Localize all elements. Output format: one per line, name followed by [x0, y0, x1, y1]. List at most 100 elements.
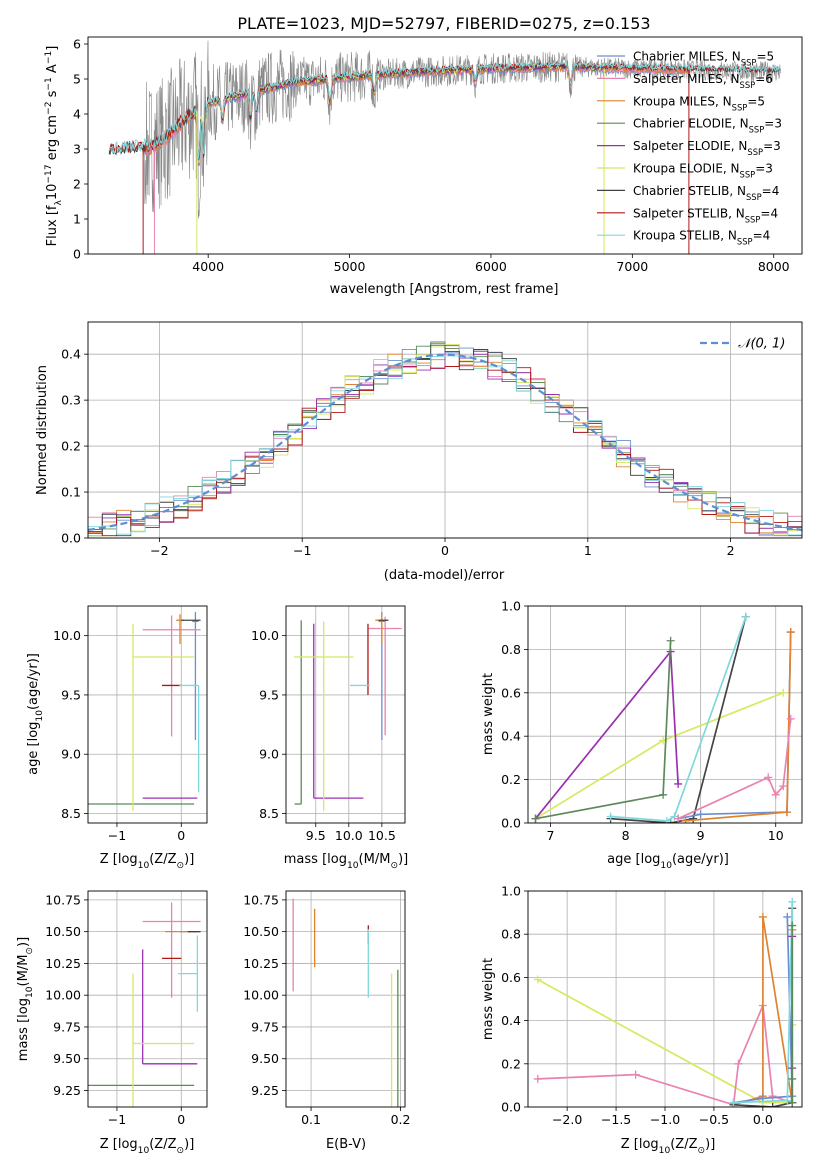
model-spectrum-kroupa_stelib	[108, 60, 781, 160]
weight-marker-salpeter_miles	[734, 1059, 743, 1068]
weight-line-chabrier_elodie	[535, 640, 672, 820]
y-tick-label: 2	[73, 177, 81, 192]
y-axis-label: mass weight	[481, 673, 496, 755]
y-tick-label: 1.0	[501, 599, 521, 614]
x-axis-label: E(B-V)	[326, 1137, 366, 1152]
x-tick-label: 10.5	[368, 828, 396, 843]
x-tick-label: 1	[584, 543, 592, 558]
y-tick-label: 10.0	[53, 628, 81, 643]
y-tick-label: 10.25	[243, 956, 279, 971]
weight-marker-salpeter_miles	[533, 1074, 542, 1083]
axes-frame	[87, 321, 803, 539]
x-axis-label: (data-model)/error	[384, 568, 505, 583]
plot-area-mass_vs_ebv	[292, 898, 399, 1107]
y-axis-label: Normed distribution	[35, 365, 50, 495]
weight-marker-chabrier_elodie	[788, 921, 797, 930]
weight-marker-kroupa_stelib	[741, 612, 750, 621]
y-tick-label: 0.4	[501, 1013, 521, 1028]
legend-label: Chabrier MILES, NSSP=5	[633, 50, 774, 68]
x-tick-label: 7000	[616, 259, 648, 274]
legend-label: Salpeter STELIB, NSSP=4	[633, 206, 778, 224]
x-tick-label: 9.5	[306, 828, 326, 843]
legend-label: Salpeter MILES, NSSP=6	[633, 72, 773, 90]
plot-area-mass_vs_Z	[88, 902, 201, 1107]
histogram-kroupa_stelib	[88, 355, 802, 537]
weight-marker-kroupa_miles	[681, 816, 690, 823]
x-tick-label: −0.5	[699, 1112, 729, 1127]
x-axis-label: mass [log10(M/M⊙)]	[284, 852, 408, 871]
axes-frame	[527, 605, 803, 824]
y-tick-label: 9.5	[259, 687, 279, 702]
y-tick-label: 1	[73, 212, 81, 227]
plot-residuals: −2 −1 0 1 2 0.0 0.1 0.2 0.3 0.4 𝒩(0, 1) (data-model…	[35, 321, 803, 583]
weight-marker-salpeter_miles	[768, 1092, 777, 1101]
x-tick-label: 5000	[334, 259, 366, 274]
x-tick-label: 10	[768, 828, 784, 843]
histogram-salpeter_elodie	[88, 345, 802, 534]
x-axis-label: wavelength [Angstrom, rest frame]	[330, 282, 559, 297]
plot-area-age_vs_mass	[293, 611, 402, 812]
histogram-chabrier_stelib	[88, 344, 802, 537]
y-tick-label: 0.6	[501, 970, 521, 985]
plot-mass_vs_Z: −1 0 9.25 9.50 9.75 10.00 10.25 10.50 10.75 Z [lo…	[16, 890, 208, 1156]
gaussian-curve	[88, 353, 802, 531]
y-tick-label: 6	[73, 37, 81, 52]
y-tick-label: 9.0	[259, 747, 279, 762]
x-tick-label: −1	[108, 1112, 126, 1127]
axes-frame	[87, 890, 208, 1108]
weight-marker-kroupa_stelib	[788, 897, 797, 906]
x-tick-label: 0	[441, 543, 449, 558]
x-tick-label: 0	[177, 828, 185, 843]
figure-title: PLATE=1023, MJD=52797, FIBERID=0275, z=0…	[237, 14, 650, 33]
y-tick-label: 10.75	[45, 892, 81, 907]
weight-line-chabrier_stelib	[610, 616, 747, 823]
y-tick-label: 0.2	[501, 772, 521, 787]
y-tick-label: 9.50	[53, 1051, 81, 1066]
y-tick-label: 10.50	[243, 924, 279, 939]
weight-line-kroupa_stelib	[610, 616, 747, 822]
weight-marker-salpeter_miles	[764, 773, 773, 782]
y-tick-label: 9.5	[61, 687, 81, 702]
weight-marker-kroupa_stelib	[606, 812, 615, 821]
y-tick-label: 5	[73, 72, 81, 87]
y-tick-label: 0.4	[501, 729, 521, 744]
x-tick-label: 2	[727, 543, 735, 558]
x-axis-label: Z [log10(Z/Z⊙)]	[621, 1137, 716, 1156]
weight-line-kroupa_elodie	[535, 692, 784, 820]
weight-marker-chabrier_stelib	[768, 1103, 777, 1107]
axes-frame	[87, 36, 803, 255]
y-tick-label: 8.5	[61, 806, 81, 821]
legend-label: Chabrier ELODIE, NSSP=3	[633, 117, 782, 135]
y-tick-label: 9.75	[251, 1019, 279, 1034]
y-tick-label: 3	[73, 142, 81, 157]
weight-marker-kroupa_elodie	[779, 688, 788, 697]
weight-marker-chabrier_miles	[696, 810, 705, 819]
weight-line-kroupa_miles	[733, 916, 794, 1106]
weight-marker-salpeter_miles	[674, 814, 683, 823]
weight-marker-chabrier_elodie	[659, 790, 668, 799]
y-tick-label: 0.3	[61, 393, 81, 408]
plot-weight_vs_age: 7 8 9 10 0.0 0.2 0.4 0.6 0.8 1.0 age [log10(age/yr…	[481, 599, 803, 871]
y-tick-label: 1.0	[501, 884, 521, 899]
y-tick-label: 0.6	[501, 685, 521, 700]
weight-marker-kroupa_miles	[758, 912, 767, 921]
weight-marker-kroupa_stelib	[729, 1098, 738, 1107]
y-tick-label: 9.25	[53, 1083, 81, 1098]
y-tick-label: 10.00	[243, 988, 279, 1003]
plot-area-residuals	[88, 341, 802, 537]
y-axis-label: Flux [fλ10−17 erg cm−2 s−1 A−1]	[44, 46, 64, 247]
plot-area-spectrum	[108, 40, 781, 254]
y-tick-label: 0.2	[61, 439, 81, 454]
histogram-salpeter_stelib	[88, 349, 802, 537]
y-tick-label: 8.5	[259, 806, 279, 821]
y-tick-label: 0.0	[501, 1100, 521, 1115]
x-tick-label: 7	[547, 828, 555, 843]
legend-label: Kroupa MILES, NSSP=5	[633, 94, 765, 112]
x-tick-label: 0.2	[391, 1112, 411, 1127]
y-tick-label: 0.0	[61, 531, 81, 546]
y-tick-label: 0.0	[501, 816, 521, 831]
plot-mass_vs_ebv: 0.1 0.2 9.25 9.50 9.75 10.00 10.25 10.50 10.75 E(…	[243, 890, 411, 1152]
weight-marker-kroupa_miles	[786, 628, 795, 637]
weight-marker-chabrier_miles	[783, 912, 792, 921]
